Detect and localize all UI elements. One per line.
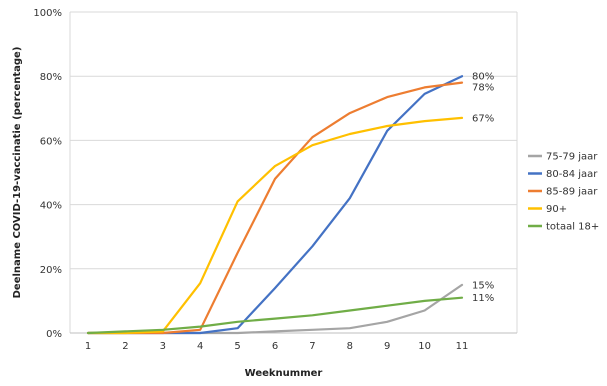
legend-label: 85-89 jaar	[546, 187, 598, 198]
y-tick-label: 100%	[33, 8, 62, 19]
end-labels: 80%78% 67% 15% 11%	[472, 72, 494, 304]
legend-label: totaal 18+	[546, 222, 599, 233]
y-tick-label: 20%	[40, 265, 62, 276]
y-tick-label: 60%	[40, 136, 62, 147]
x-tick-label: 1	[85, 341, 91, 352]
series-line-90-	[86, 116, 464, 335]
gridlines	[69, 11, 518, 333]
end-label: 15%	[472, 280, 494, 291]
legend-label: 75-79 jaar	[546, 152, 598, 163]
end-label: 67%	[472, 113, 494, 124]
x-tick-label: 5	[234, 341, 240, 352]
end-label: 78%	[472, 83, 494, 94]
y-tick-label: 40%	[40, 201, 62, 212]
end-label: 11%	[472, 293, 494, 304]
x-axis-title: Weeknummer	[245, 368, 323, 379]
plot-area	[70, 12, 517, 333]
end-label: 80%	[472, 72, 494, 83]
x-tick-label: 8	[347, 341, 353, 352]
series-line-totaal-18-	[86, 296, 464, 335]
x-tick-label: 7	[309, 341, 315, 352]
y-tick-label: 0%	[46, 329, 62, 340]
x-tick-label: 3	[160, 341, 166, 352]
legend: 75-79 jaar 80-84 jaar 85-89 jaar 90+ totaal …	[528, 152, 599, 233]
x-tick-label: 4	[197, 341, 203, 352]
y-axis-title: Deelname COVID-19-vaccinatie (percentage…	[12, 47, 23, 299]
legend-label: 80-84 jaar	[546, 169, 598, 180]
y-tick-label: 80%	[40, 72, 62, 83]
x-tick-label: 10	[418, 341, 431, 352]
x-tick-label: 9	[384, 341, 390, 352]
series-lines	[86, 75, 464, 335]
x-tick-label: 11	[456, 341, 469, 352]
x-tick-label: 6	[272, 341, 278, 352]
x-tick-label: 2	[122, 341, 128, 352]
legend-label: 90+	[546, 204, 567, 215]
